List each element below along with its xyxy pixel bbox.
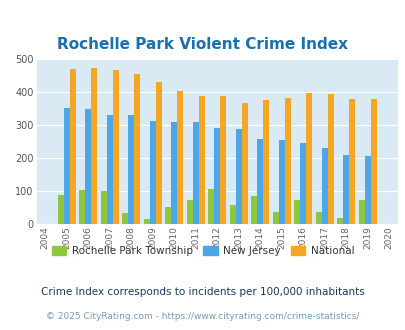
Bar [294,200,299,224]
Bar [370,99,376,224]
Text: © 2025 CityRating.com - https://www.cityrating.com/crime-statistics/: © 2025 CityRating.com - https://www.city… [46,312,359,321]
Bar [241,103,247,224]
Bar [315,212,321,224]
Bar [64,108,70,224]
Bar [337,218,342,224]
Bar [100,191,107,224]
Bar [321,148,327,224]
Bar [364,156,370,224]
Bar [327,94,333,224]
Bar [171,122,177,224]
Legend: Rochelle Park Township, New Jersey, National: Rochelle Park Township, New Jersey, Nati… [47,242,358,260]
Bar [107,115,113,224]
Bar [305,93,311,224]
Bar [177,91,183,224]
Bar [113,70,118,224]
Bar [342,155,348,224]
Bar [358,200,364,224]
Bar [251,196,257,224]
Bar [122,213,128,224]
Bar [155,82,161,224]
Bar [229,205,235,224]
Bar [143,219,149,224]
Bar [192,122,198,224]
Bar [262,100,269,224]
Bar [186,200,192,224]
Bar [134,74,140,224]
Bar [278,140,284,224]
Bar [257,139,262,224]
Bar [214,128,220,224]
Bar [70,69,75,224]
Bar [235,129,241,224]
Bar [58,195,64,224]
Bar [284,98,290,224]
Bar [299,143,305,224]
Bar [198,96,204,224]
Bar [165,207,171,224]
Bar [91,68,97,224]
Bar [128,115,134,224]
Text: Rochelle Park Violent Crime Index: Rochelle Park Violent Crime Index [58,37,347,52]
Text: Crime Index corresponds to incidents per 100,000 inhabitants: Crime Index corresponds to incidents per… [41,287,364,297]
Bar [79,190,85,224]
Bar [220,96,226,224]
Bar [348,99,354,224]
Bar [85,109,91,224]
Bar [272,212,278,224]
Bar [208,189,214,224]
Bar [149,121,155,224]
